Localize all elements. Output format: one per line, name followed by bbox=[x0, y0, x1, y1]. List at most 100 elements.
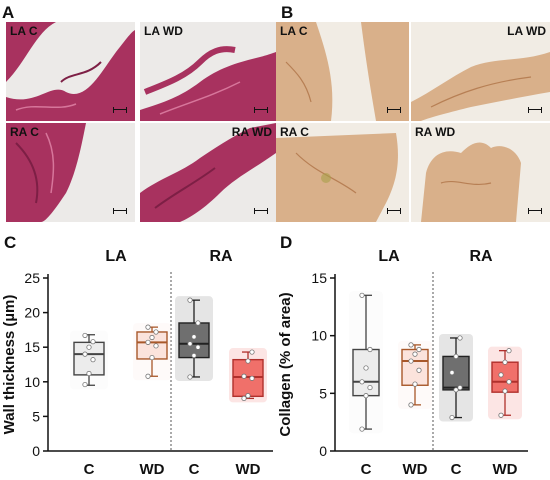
data-point bbox=[191, 334, 197, 340]
scale-bar bbox=[254, 107, 268, 113]
micrograph-ra-control-picro: RA C bbox=[276, 123, 409, 222]
tile-label: RA WD bbox=[415, 125, 456, 139]
chart-wall-thickness: C Wall thickness (µm) 0 5 10 15 20 25 LA RA C WD C W… bbox=[1, 233, 273, 478]
data-point bbox=[245, 358, 251, 364]
data-point bbox=[149, 334, 155, 341]
data-point bbox=[412, 381, 418, 387]
tile-label: RA C bbox=[280, 125, 309, 139]
y-tick-label: 5 bbox=[319, 385, 327, 401]
data-point bbox=[145, 324, 151, 330]
data-point bbox=[90, 357, 96, 363]
y-tick-label: 15 bbox=[311, 270, 327, 286]
scale-bar bbox=[113, 107, 127, 113]
y-tick-label: 15 bbox=[24, 339, 40, 355]
data-point bbox=[367, 346, 373, 353]
panel-letter-d: D bbox=[280, 233, 292, 252]
data-point bbox=[187, 297, 193, 303]
data-point bbox=[187, 341, 193, 347]
x-tick-label: WD bbox=[403, 461, 428, 478]
box bbox=[352, 348, 380, 397]
y-tick-label: 10 bbox=[24, 374, 40, 390]
data-point bbox=[191, 352, 197, 359]
y-axis-label: Collagen (% of area) bbox=[277, 292, 294, 436]
box bbox=[491, 361, 519, 393]
data-point bbox=[82, 351, 88, 357]
chart-collagen: D Collagen (% of area) 0 5 10 15 LA RA C WD C WD bbox=[277, 233, 528, 478]
group-label: LA bbox=[378, 248, 400, 265]
data-point bbox=[86, 370, 92, 377]
box bbox=[442, 355, 470, 391]
y-tick-label: 20 bbox=[24, 305, 40, 321]
tile-label: LA WD bbox=[507, 24, 546, 38]
data-point bbox=[86, 344, 92, 350]
scale-bar bbox=[254, 208, 268, 214]
data-point bbox=[241, 373, 247, 379]
data-point bbox=[359, 426, 365, 432]
y-tick-label: 5 bbox=[32, 408, 40, 424]
data-point bbox=[408, 402, 414, 408]
data-point bbox=[359, 292, 365, 298]
scale-bar bbox=[528, 107, 542, 113]
micrograph-ra-wd-picro: RA WD bbox=[411, 123, 550, 222]
x-tick-label: C bbox=[84, 461, 95, 478]
data-point bbox=[453, 387, 459, 393]
micrograph-la-control-he: LA C bbox=[6, 22, 135, 121]
data-point bbox=[457, 335, 463, 341]
data-point bbox=[506, 379, 512, 385]
data-point bbox=[153, 329, 159, 335]
tile-label: RA WD bbox=[231, 125, 272, 139]
data-point bbox=[359, 379, 365, 385]
data-point bbox=[195, 320, 201, 326]
data-point bbox=[249, 349, 255, 355]
data-point bbox=[506, 348, 512, 354]
data-point bbox=[412, 351, 418, 357]
data-point bbox=[502, 359, 508, 365]
scale-bar bbox=[113, 208, 127, 214]
data-point bbox=[416, 367, 422, 373]
data-point bbox=[416, 346, 422, 353]
y-axis-label: Wall thickness (µm) bbox=[1, 295, 18, 435]
data-point bbox=[82, 381, 88, 388]
x-tick-label: WD bbox=[236, 461, 261, 478]
group-label: LA bbox=[105, 248, 127, 265]
y-tick-label: 0 bbox=[319, 443, 327, 459]
y-tick-label: 10 bbox=[311, 328, 327, 344]
tile-label: LA C bbox=[280, 24, 308, 38]
data-point bbox=[241, 395, 247, 402]
micrograph-ra-control-he: RA C bbox=[6, 123, 135, 222]
data-point bbox=[245, 393, 251, 399]
scale-bar bbox=[387, 208, 401, 214]
scale-bar bbox=[387, 107, 401, 113]
group-label: RA bbox=[469, 248, 493, 265]
data-point bbox=[363, 393, 369, 399]
box bbox=[232, 358, 264, 398]
data-point bbox=[363, 365, 369, 371]
data-point bbox=[408, 342, 414, 348]
y-tick-label: 25 bbox=[24, 270, 40, 286]
box bbox=[178, 322, 210, 359]
panel-letter-c: C bbox=[4, 233, 16, 252]
data-point bbox=[498, 412, 504, 418]
data-point bbox=[367, 384, 373, 391]
y-tick-label: 0 bbox=[32, 443, 40, 459]
data-point bbox=[187, 374, 193, 380]
data-point bbox=[502, 388, 508, 394]
panel-letter-a: A bbox=[2, 3, 15, 22]
x-tick-label: WD bbox=[493, 461, 518, 478]
micrograph-la-wd-he: LA WD bbox=[140, 22, 276, 121]
data-point bbox=[149, 354, 155, 361]
micrograph-la-wd-picro: LA WD bbox=[411, 22, 550, 121]
data-point bbox=[145, 373, 151, 379]
panel-letter-b: B bbox=[281, 3, 294, 22]
data-point bbox=[249, 375, 255, 381]
data-point bbox=[449, 369, 455, 376]
micrograph-la-control-picro: LA C bbox=[276, 22, 409, 121]
data-point bbox=[453, 353, 459, 360]
micrograph-ra-wd-he: RA WD bbox=[140, 123, 276, 222]
x-tick-label: C bbox=[451, 461, 462, 478]
data-point bbox=[90, 339, 96, 345]
group-label: RA bbox=[209, 248, 233, 265]
data-point bbox=[195, 344, 201, 350]
scale-bar bbox=[528, 208, 542, 214]
x-tick-label: WD bbox=[140, 461, 165, 478]
